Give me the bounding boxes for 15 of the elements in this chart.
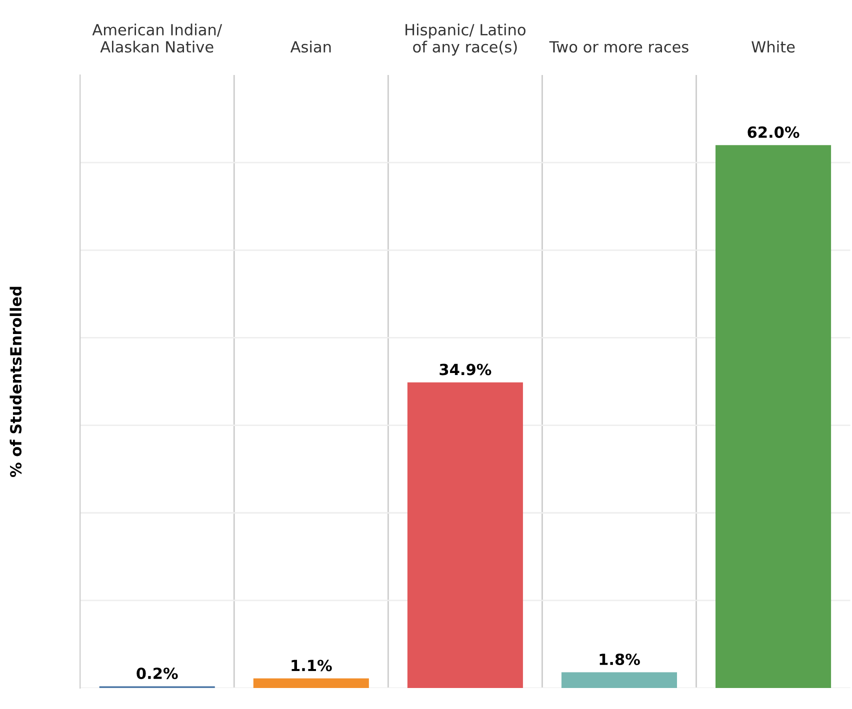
bar xyxy=(407,382,523,688)
x-tick-label: Two or more races xyxy=(549,41,688,53)
data-label: 1.1% xyxy=(292,660,332,672)
bar xyxy=(716,145,832,688)
x-tick-label: White xyxy=(752,40,795,53)
data-label: 34.9% xyxy=(440,364,492,376)
x-tick-label: Hispanic/ Latino of any race(s) xyxy=(406,24,526,56)
x-tick-label: Asian xyxy=(290,40,331,53)
data-label: 0.2% xyxy=(136,668,178,680)
y-axis-title: % of StudentsEnrolled xyxy=(10,286,22,477)
data-label: 62.0% xyxy=(748,126,800,138)
bar xyxy=(561,672,677,688)
x-tick-label: American Indian/ Alaskan Native xyxy=(92,24,222,53)
bar xyxy=(253,678,369,688)
data-label: 1.8% xyxy=(600,654,640,666)
